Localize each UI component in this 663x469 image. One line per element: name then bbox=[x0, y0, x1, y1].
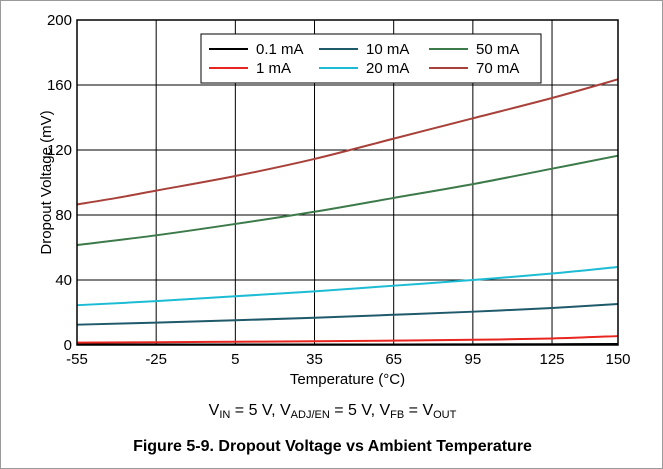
legend-label-3: 20 mA bbox=[366, 60, 409, 77]
x-tick-label: -55 bbox=[66, 351, 88, 368]
legend-label-4: 50 mA bbox=[476, 41, 519, 58]
legend-label-2: 10 mA bbox=[366, 41, 409, 58]
plot-border bbox=[76, 19, 619, 346]
x-tick-label: 150 bbox=[605, 351, 630, 368]
legend: 0.1 mA 1 mA 10 mA 20 mA 50 mA 70 mA bbox=[200, 33, 542, 84]
y-tick-label: 160 bbox=[47, 77, 72, 94]
legend-label-0: 0.1 mA bbox=[256, 41, 304, 58]
y-tick-label: 80 bbox=[55, 207, 72, 224]
series-line-4 bbox=[76, 154, 619, 247]
series-line-5 bbox=[76, 78, 619, 206]
series-line-2 bbox=[76, 303, 619, 326]
series-line-3 bbox=[76, 266, 619, 307]
y-tick-label: 120 bbox=[47, 142, 72, 159]
x-tick-label: 65 bbox=[385, 351, 402, 368]
series-lines bbox=[76, 78, 619, 346]
series-line-1 bbox=[76, 335, 619, 344]
axes: -55 -25 5 35 65 95 125 150 0 40 80 120 160 200 Tempera… bbox=[38, 12, 631, 388]
legend-label-5: 70 mA bbox=[476, 60, 519, 77]
y-tick-label: 0 bbox=[64, 337, 72, 354]
y-tick-label: 40 bbox=[55, 272, 72, 289]
x-axis-title: Temperature (°C) bbox=[290, 371, 405, 388]
x-tick-label: 125 bbox=[540, 351, 565, 368]
y-tick-label: 200 bbox=[47, 12, 72, 29]
x-tick-label: 5 bbox=[231, 351, 239, 368]
test-conditions: VIN = 5 V, VADJ/EN = 5 V, VFB = VOUT bbox=[208, 402, 457, 421]
figure-caption: Figure 5-9. Dropout Voltage vs Ambient T… bbox=[133, 438, 532, 455]
x-tick-label: -25 bbox=[145, 351, 167, 368]
x-tick-label: 95 bbox=[465, 351, 482, 368]
legend-box bbox=[200, 33, 542, 84]
x-tick-label: 35 bbox=[306, 351, 323, 368]
y-axis-title: Dropout Voltage (mV) bbox=[38, 110, 55, 254]
line-chart: 0.1 mA 1 mA 10 mA 20 mA 50 mA 70 mA -55 -25 5 35… bbox=[38, 12, 631, 388]
legend-label-1: 1 mA bbox=[256, 60, 291, 77]
